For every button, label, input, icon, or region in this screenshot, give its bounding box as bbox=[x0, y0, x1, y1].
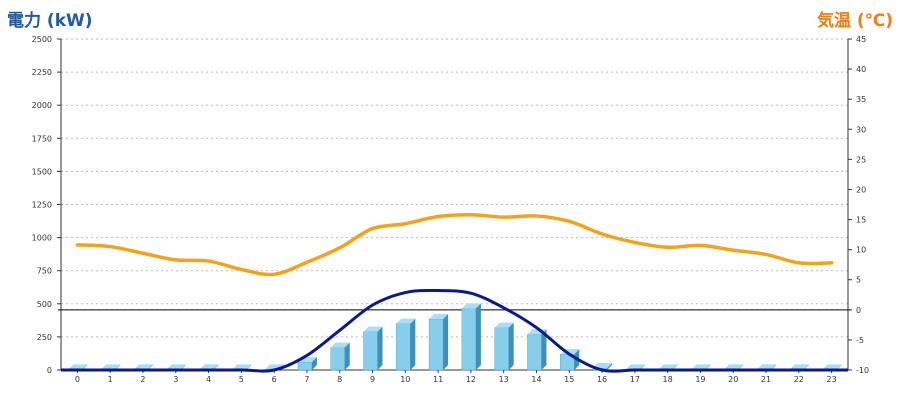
bar bbox=[297, 361, 313, 371]
y-left-tick-label: 500 bbox=[37, 300, 52, 309]
x-tick-label: 1 bbox=[108, 375, 113, 384]
bar bbox=[494, 327, 509, 371]
bar bbox=[363, 331, 378, 371]
bar-top bbox=[822, 364, 842, 370]
y-right-tick-label: 35 bbox=[856, 95, 866, 104]
bar-top bbox=[363, 326, 383, 332]
x-tick-label: 7 bbox=[304, 375, 309, 384]
y-left-tick-label: 1250 bbox=[32, 201, 52, 210]
x-tick-label: 2 bbox=[140, 375, 145, 384]
y-right-tick-label: 30 bbox=[856, 125, 866, 134]
power-curve-line bbox=[60, 288, 848, 373]
y-left-tick-label: 750 bbox=[37, 267, 52, 276]
x-tick-label: 6 bbox=[272, 375, 277, 384]
bar-top bbox=[724, 364, 744, 370]
y-left-tick-label: 2000 bbox=[32, 101, 52, 110]
x-tick-label: 11 bbox=[433, 375, 443, 384]
x-tick-label: 3 bbox=[173, 375, 178, 384]
x-tick-label: 8 bbox=[337, 375, 342, 384]
bar-top bbox=[757, 364, 777, 370]
bar-side bbox=[344, 342, 350, 370]
temperature-line bbox=[75, 212, 834, 277]
bar-top bbox=[232, 364, 252, 370]
bar-top bbox=[691, 364, 711, 370]
y-left-tick-label: 2500 bbox=[32, 35, 52, 44]
x-tick-label: 12 bbox=[466, 375, 476, 384]
y-right-tick-label: 10 bbox=[856, 246, 866, 255]
bar-top bbox=[330, 342, 350, 348]
x-tick-label: 4 bbox=[206, 375, 211, 384]
y-left-tick-label: 250 bbox=[37, 333, 52, 342]
bar-side bbox=[311, 357, 317, 370]
bar-top bbox=[461, 303, 481, 309]
y-right-tick-label: 20 bbox=[856, 185, 866, 194]
bar-side bbox=[443, 314, 449, 370]
bar bbox=[428, 318, 444, 371]
bar-side bbox=[508, 322, 514, 370]
bar-top bbox=[396, 318, 416, 324]
bar-side bbox=[377, 326, 383, 370]
y-left-tick-label: 1500 bbox=[32, 167, 52, 176]
x-tick-label: 21 bbox=[761, 375, 771, 384]
y-right-tick-label: 25 bbox=[856, 155, 866, 164]
bar-top bbox=[133, 364, 153, 370]
x-tick-label: 0 bbox=[75, 375, 80, 384]
bar-top bbox=[625, 364, 645, 370]
x-tick-label: 14 bbox=[531, 375, 541, 384]
x-tick-label: 5 bbox=[239, 375, 244, 384]
bar bbox=[461, 308, 477, 371]
y-left-tick-label: 1750 bbox=[32, 134, 52, 143]
y-right-tick-label: -10 bbox=[856, 366, 869, 375]
y-right-tick-label: 15 bbox=[856, 216, 866, 225]
bar-side bbox=[410, 318, 416, 370]
y-left-tick-label: 0 bbox=[47, 366, 52, 375]
bar-side bbox=[246, 364, 252, 370]
bar-top bbox=[494, 322, 514, 328]
bar-top bbox=[658, 364, 678, 370]
y-axis-left-label: 電力 (kW) bbox=[7, 11, 93, 31]
bar-top bbox=[593, 363, 613, 369]
bar bbox=[527, 334, 542, 371]
y-left-tick-label: 2250 bbox=[32, 68, 52, 77]
x-tick-label: 16 bbox=[597, 375, 607, 384]
x-tick-label: 17 bbox=[630, 375, 640, 384]
x-tick-label: 18 bbox=[663, 375, 673, 384]
x-tick-label: 20 bbox=[728, 375, 738, 384]
y-right-tick-label: 40 bbox=[856, 65, 866, 74]
y-right-tick-label: 5 bbox=[856, 276, 861, 285]
x-tick-label: 10 bbox=[400, 375, 410, 384]
bar-side bbox=[607, 363, 613, 370]
bar-side bbox=[475, 303, 481, 370]
bar-side bbox=[541, 329, 547, 370]
x-tick-label: 22 bbox=[794, 375, 804, 384]
bar bbox=[396, 323, 411, 371]
y-right-tick-label: -5 bbox=[856, 336, 864, 345]
y-right-tick-label: 0 bbox=[856, 306, 861, 315]
x-tick-label: 23 bbox=[827, 375, 837, 384]
y-right-tick-label: 45 bbox=[856, 35, 866, 44]
bar-top bbox=[789, 364, 809, 370]
bar-top bbox=[429, 314, 449, 320]
y-left-tick-label: 1000 bbox=[32, 234, 52, 243]
y-axis-right-label: 気温 (℃) bbox=[816, 11, 893, 31]
bar-top bbox=[101, 364, 121, 370]
bar-top bbox=[68, 364, 88, 370]
x-tick-label: 19 bbox=[695, 375, 705, 384]
bar-top bbox=[199, 364, 219, 370]
bar bbox=[330, 347, 345, 371]
bar-top bbox=[166, 364, 186, 370]
x-tick-label: 13 bbox=[499, 375, 509, 384]
x-tick-label: 9 bbox=[370, 375, 375, 384]
x-tick-label: 15 bbox=[564, 375, 574, 384]
